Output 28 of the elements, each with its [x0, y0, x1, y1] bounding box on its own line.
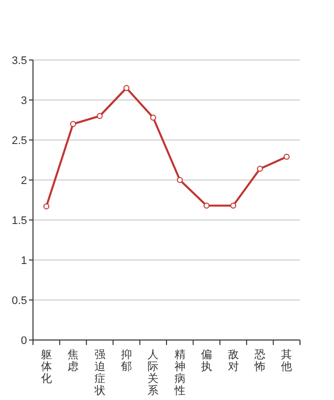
- x-tick-label: 敌对: [228, 349, 239, 373]
- y-tick-label: 1: [20, 255, 27, 267]
- point: [256, 166, 263, 172]
- point: [123, 85, 130, 91]
- y-tick-label: 0: [20, 335, 27, 347]
- y-tick-label: 3: [20, 95, 27, 107]
- point: [43, 203, 50, 210]
- x-tick-label: 精神病性: [173, 349, 186, 397]
- y-tick-label: 2.5: [12, 135, 27, 147]
- point: [204, 202, 210, 209]
- point: [96, 113, 103, 119]
- x-tick-label: 其他: [281, 348, 292, 373]
- point: [284, 154, 290, 160]
- y-tick-label: 1.5: [12, 215, 27, 227]
- x-tick-label: 偏执: [201, 349, 212, 373]
- y-tick-label: 3.5: [12, 55, 27, 67]
- point: [70, 121, 76, 127]
- x-tick-label: 躯体化: [40, 349, 52, 385]
- y-tick-label: 2: [20, 175, 27, 187]
- point: [176, 177, 183, 183]
- x-tick-label: 焦虑: [68, 349, 79, 373]
- x-tick-label: 强迫症状: [93, 349, 106, 397]
- x-tick-label: 恐怖: [253, 349, 266, 373]
- point: [230, 202, 236, 209]
- x-tick-label: 人际关系: [148, 349, 159, 397]
- point: [150, 114, 156, 121]
- x-tick-label: 抑郁: [120, 349, 132, 373]
- y-tick-label: 0.5: [12, 295, 27, 307]
